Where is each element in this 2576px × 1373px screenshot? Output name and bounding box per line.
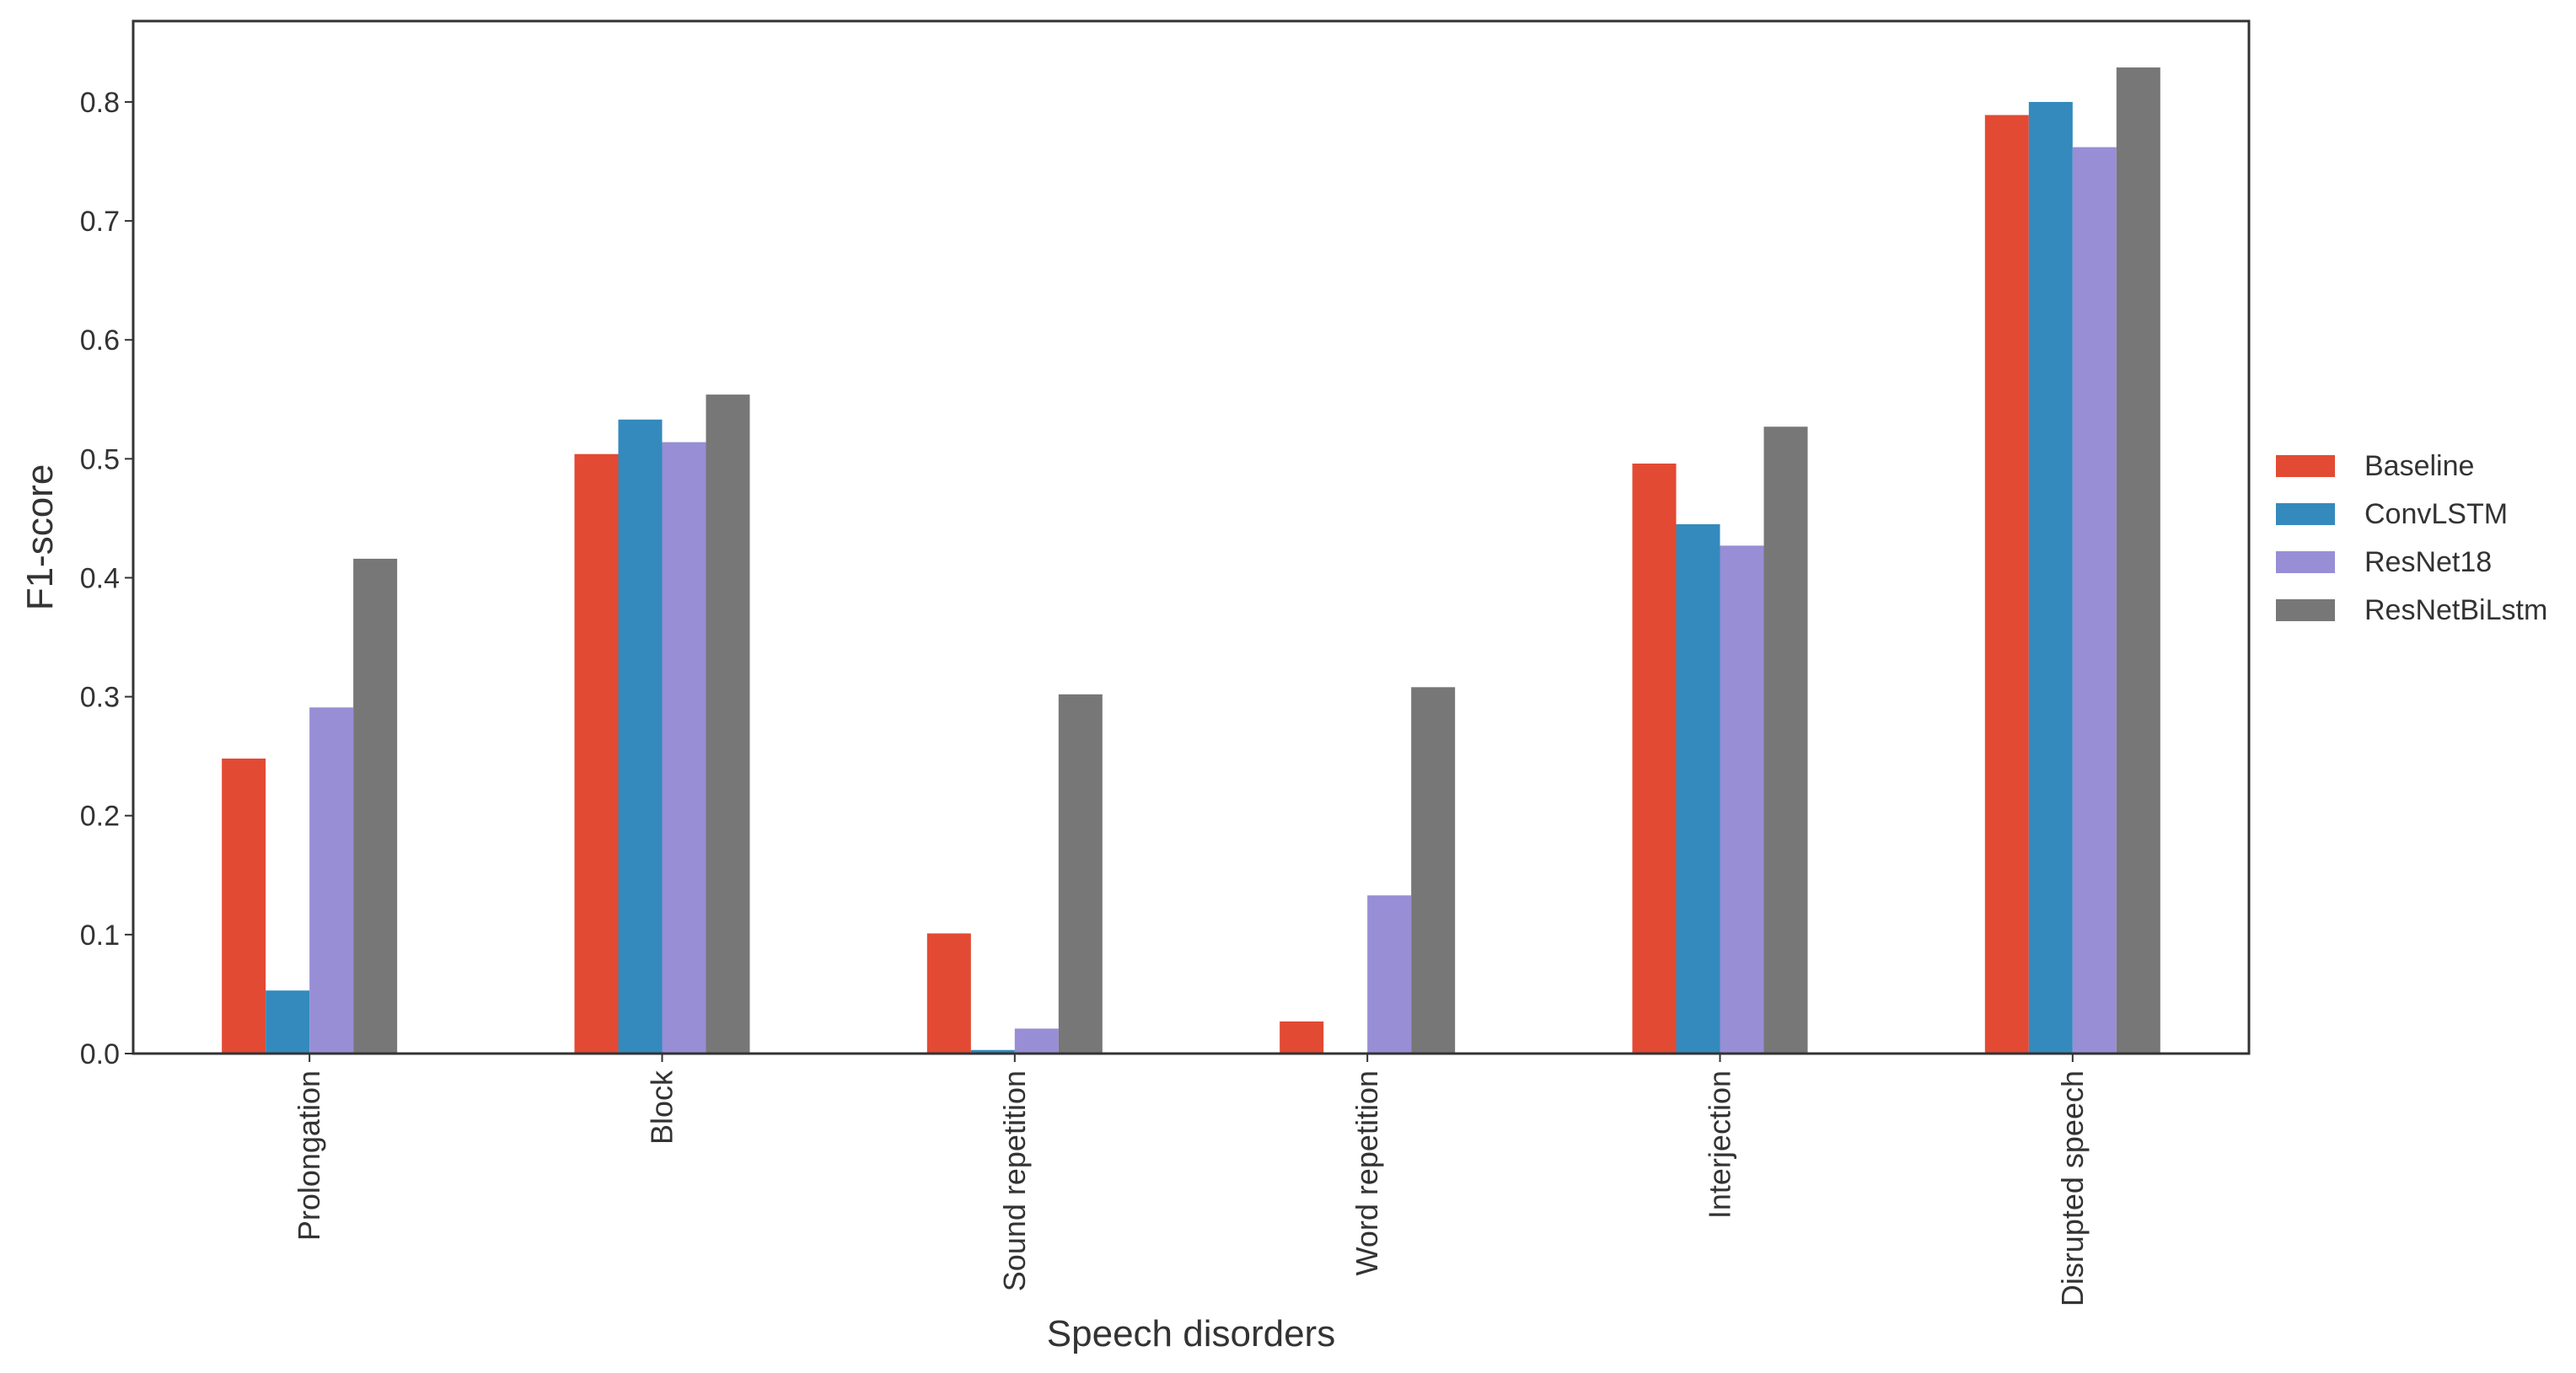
legend-swatch-convlstm — [2276, 503, 2335, 525]
bar-baseline-3 — [926, 933, 971, 1054]
bar-convlstm-2 — [618, 419, 663, 1054]
x-tick-label: Sound repetition — [997, 1070, 1032, 1291]
x-axis-label: Speech disorders — [1047, 1313, 1335, 1354]
bars-layer — [222, 67, 2160, 1054]
bar-resnetbilstm-4 — [1411, 687, 1456, 1054]
legend-label-convlstm: ConvLSTM — [2364, 498, 2508, 530]
legend-label-baseline: Baseline — [2364, 450, 2474, 482]
bar-convlstm-3 — [970, 1049, 1015, 1054]
y-tick-label: 0.7 — [80, 206, 120, 238]
bar-resnet18-5 — [1720, 545, 1764, 1054]
y-tick-label: 0.0 — [80, 1038, 120, 1070]
y-axis: 0.0 0.1 0.2 0.3 0.4 0.5 0.6 0.7 0.8 — [80, 87, 133, 1070]
y-tick-label: 0.5 — [80, 443, 120, 475]
y-tick-label: 0.2 — [80, 801, 120, 833]
legend-swatch-baseline — [2276, 455, 2335, 477]
y-tick-label: 0.6 — [80, 324, 120, 357]
legend-label-resnet18: ResNet18 — [2364, 546, 2492, 578]
bar-resnet18-1 — [309, 707, 354, 1054]
y-tick-label: 0.4 — [80, 562, 120, 594]
x-tick-label: Prolongation — [292, 1070, 326, 1241]
legend: Baseline ConvLSTM ResNet18 ResNetBiLstm — [2276, 450, 2547, 626]
bar-convlstm-5 — [1676, 523, 1720, 1054]
bar-resnet18-6 — [2072, 147, 2117, 1054]
bar-resnetbilstm-3 — [1058, 694, 1103, 1054]
x-tick-label: Block — [645, 1070, 679, 1145]
bar-convlstm-6 — [2028, 101, 2073, 1054]
x-tick-label: Interjection — [1703, 1070, 1737, 1219]
plot-area-frame — [131, 19, 2251, 1055]
y-tick-label: 0.8 — [80, 87, 120, 119]
legend-swatch-resnetbilstm — [2276, 599, 2335, 621]
legend-label-resnetbilstm: ResNetBiLstm — [2364, 594, 2547, 626]
bar-baseline-2 — [574, 453, 619, 1054]
bar-resnetbilstm-1 — [353, 558, 398, 1054]
bar-resnetbilstm-2 — [706, 394, 750, 1054]
bar-baseline-5 — [1632, 464, 1677, 1054]
x-tick-label: Word repetition — [1350, 1070, 1384, 1275]
x-tick-label: Disrupted speech — [2055, 1070, 2090, 1306]
bar-resnetbilstm-5 — [1763, 426, 1808, 1054]
bar-baseline-4 — [1280, 1021, 1324, 1054]
y-axis-label: F1-score — [19, 464, 61, 611]
bar-baseline-6 — [1984, 115, 2029, 1054]
bar-convlstm-1 — [266, 990, 310, 1054]
bar-resnetbilstm-6 — [2116, 67, 2160, 1054]
bar-resnet18-4 — [1367, 895, 1412, 1054]
y-tick-label: 0.1 — [80, 920, 120, 952]
bar-resnet18-2 — [662, 442, 706, 1054]
legend-swatch-resnet18 — [2276, 551, 2335, 573]
bar-resnet18-3 — [1014, 1028, 1059, 1054]
y-tick-label: 0.3 — [80, 682, 120, 714]
bar-baseline-1 — [222, 759, 266, 1054]
x-axis: Prolongation Block Sound repetition Word re… — [292, 1054, 2090, 1306]
